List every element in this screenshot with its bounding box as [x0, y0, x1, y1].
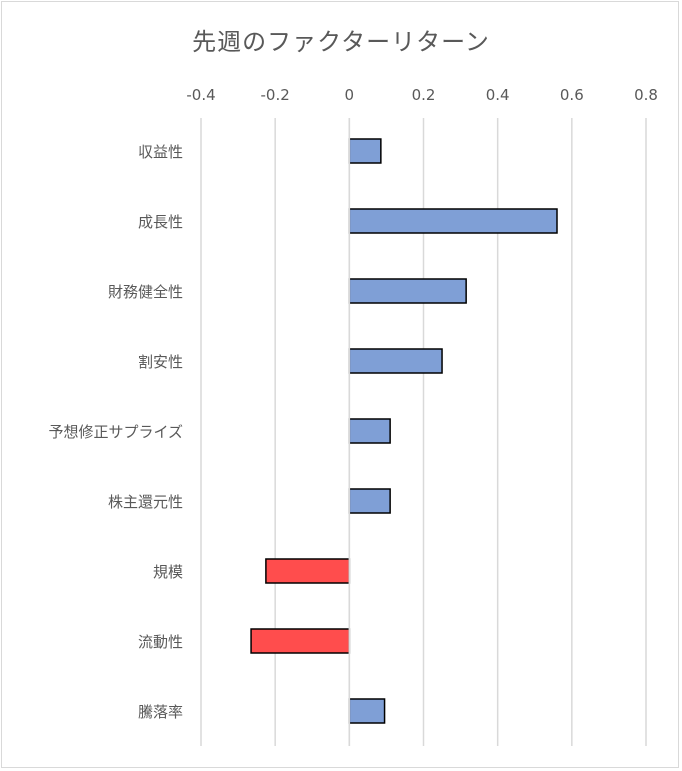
x-tick-label: 0.6 — [560, 86, 584, 104]
chart-title: 先週のファクターリターン — [192, 28, 490, 56]
bar — [348, 138, 382, 164]
category-label: 割安性 — [138, 353, 183, 371]
bar — [265, 558, 351, 584]
x-tick-label: 0.4 — [486, 86, 510, 104]
bar — [250, 628, 351, 654]
bar — [348, 418, 391, 444]
bar — [348, 698, 386, 724]
x-tick-label: 0.2 — [412, 86, 436, 104]
category-label: 収益性 — [138, 143, 183, 161]
bar — [348, 208, 558, 234]
bar — [348, 278, 467, 304]
bar — [348, 488, 391, 514]
x-tick-label: 0 — [345, 86, 355, 104]
category-label: 予想修正サプライズ — [48, 423, 183, 441]
category-label: 成長性 — [138, 213, 183, 231]
category-label: 株主還元性 — [108, 493, 183, 511]
category-label: 流動性 — [138, 633, 183, 651]
x-tick-label: 0.8 — [634, 86, 658, 104]
category-label: 騰落率 — [138, 703, 183, 721]
category-label: 財務健全性 — [108, 283, 183, 301]
x-tick-label: -0.2 — [261, 86, 290, 104]
bar — [348, 348, 443, 374]
x-tick-label: -0.4 — [186, 86, 215, 104]
category-label: 規模 — [153, 563, 183, 581]
